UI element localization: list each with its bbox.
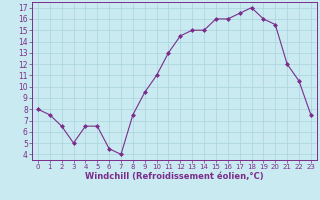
X-axis label: Windchill (Refroidissement éolien,°C): Windchill (Refroidissement éolien,°C): [85, 172, 264, 181]
